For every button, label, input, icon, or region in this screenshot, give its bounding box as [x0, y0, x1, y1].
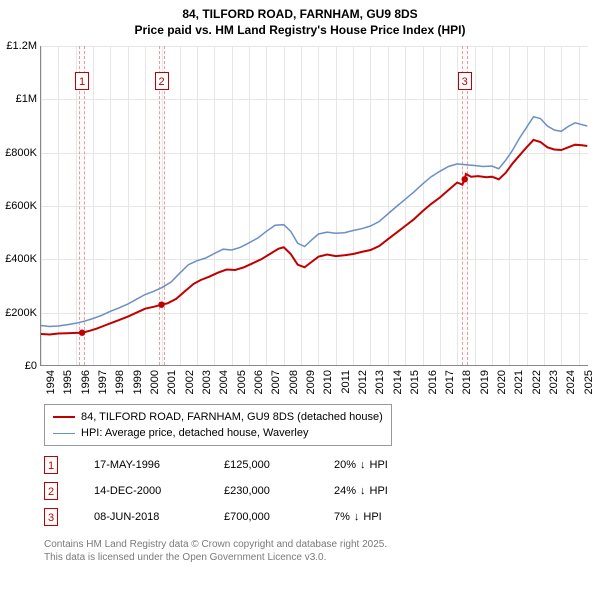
x-tick-label: 2019 [479, 370, 491, 394]
legend-swatch-property [53, 416, 75, 418]
event-delta: 20% ↓ HPI [334, 459, 388, 471]
plot-area: £0£200K£400K£600K£800K£1M£1.2M1994199519… [40, 46, 588, 366]
x-tick-label: 2003 [201, 370, 213, 394]
x-tick-label: 2013 [374, 370, 386, 394]
legend-swatch-hpi [53, 433, 75, 434]
event-marker-id: 3 [44, 508, 58, 526]
event-delta-pct: 24% [334, 485, 356, 497]
y-tick-label: £0 [1, 360, 37, 372]
arrow-down-icon: ↓ [360, 459, 366, 471]
title-line-2: Price paid vs. HM Land Registry's House … [0, 22, 600, 38]
x-tick-label: 1997 [97, 370, 109, 394]
event-date: 14-DEC-2000 [94, 485, 224, 497]
x-tick-label: 2009 [305, 370, 317, 394]
sale-point-marker [158, 302, 164, 308]
event-row: 3 08-JUN-2018£700,0007% ↓HPI [44, 504, 388, 530]
y-tick-label: £1M [1, 93, 37, 105]
legend-item-hpi: HPI: Average price, detached house, Wave… [53, 425, 383, 441]
event-delta-pct: 7% [334, 511, 350, 523]
x-tick-label: 1995 [62, 370, 74, 394]
footer-attribution: Contains HM Land Registry data © Crown c… [44, 538, 387, 564]
y-tick-label: £400K [1, 253, 37, 265]
event-delta-vs: HPI [363, 511, 381, 523]
x-tick-label: 2018 [461, 370, 473, 394]
event-date: 17-MAY-1996 [94, 459, 224, 471]
arrow-down-icon: ↓ [360, 485, 366, 497]
x-tick-label: 2004 [218, 370, 230, 394]
event-delta-pct: 20% [334, 459, 356, 471]
legend-label-property: 84, TILFORD ROAD, FARNHAM, GU9 8DS (deta… [81, 411, 383, 423]
x-tick-label: 2000 [149, 370, 161, 394]
x-tick-label: 2005 [236, 370, 248, 394]
event-table: 117-MAY-1996£125,00020%↓HPI214-DEC-2000£… [44, 452, 388, 530]
event-delta-vs: HPI [370, 459, 388, 471]
x-tick-label: 2022 [531, 370, 543, 394]
legend-item-property: 84, TILFORD ROAD, FARNHAM, GU9 8DS (deta… [53, 409, 383, 425]
legend: 84, TILFORD ROAD, FARNHAM, GU9 8DS (deta… [44, 404, 392, 446]
y-tick-label: £800K [1, 147, 37, 159]
event-marker-id: 2 [44, 482, 58, 500]
x-tick-label: 2017 [444, 370, 456, 394]
event-price: £125,000 [224, 459, 334, 471]
sale-point-marker [79, 330, 85, 336]
x-tick-label: 2023 [548, 370, 560, 394]
series-line-hpi [41, 117, 587, 327]
arrow-down-icon: ↓ [354, 511, 360, 523]
event-marker-id: 1 [44, 456, 58, 474]
x-tick-label: 2016 [427, 370, 439, 394]
x-tick-label: 2006 [253, 370, 265, 394]
x-tick-label: 2001 [166, 370, 178, 394]
x-tick-label: 2014 [392, 370, 404, 394]
x-tick-label: 2015 [409, 370, 421, 394]
x-tick-label: 2012 [357, 370, 369, 394]
x-tick-label: 2010 [322, 370, 334, 394]
event-delta: 7% ↓HPI [334, 511, 382, 523]
x-tick-label: 2025 [583, 370, 595, 394]
footer-line-2: This data is licensed under the Open Gov… [44, 551, 387, 564]
chart-container: 84, TILFORD ROAD, FARNHAM, GU9 8DS Price… [0, 0, 600, 590]
event-delta: 24% ↓ HPI [334, 485, 388, 497]
event-date: 08-JUN-2018 [94, 511, 224, 523]
y-tick-label: £600K [1, 200, 37, 212]
x-tick-label: 2024 [565, 370, 577, 394]
y-tick-label: £200K [1, 307, 37, 319]
x-tick-label: 2011 [340, 370, 352, 394]
x-tick-label: 2002 [184, 370, 196, 394]
event-price: £230,000 [224, 485, 334, 497]
x-tick-label: 2021 [513, 370, 525, 394]
event-row: 2 14-DEC-2000£230,00024% ↓ HPI [44, 478, 388, 504]
x-tick-label: 1994 [45, 370, 57, 394]
title-line-1: 84, TILFORD ROAD, FARNHAM, GU9 8DS [0, 6, 600, 22]
chart-title: 84, TILFORD ROAD, FARNHAM, GU9 8DS Price… [0, 0, 600, 38]
x-tick-label: 1998 [114, 370, 126, 394]
x-tick-label: 1996 [80, 370, 92, 394]
legend-label-hpi: HPI: Average price, detached house, Wave… [81, 427, 308, 439]
event-price: £700,000 [224, 511, 334, 523]
x-tick-label: 2020 [496, 370, 508, 394]
event-delta-vs: HPI [370, 485, 388, 497]
y-tick-label: £1.2M [1, 40, 37, 52]
chart-svg [41, 46, 589, 366]
x-tick-label: 2007 [270, 370, 282, 394]
sale-point-marker [462, 176, 468, 182]
x-tick-label: 2008 [288, 370, 300, 394]
x-tick-label: 1999 [132, 370, 144, 394]
footer-line-1: Contains HM Land Registry data © Crown c… [44, 538, 387, 551]
event-row: 1 17-MAY-1996£125,00020% ↓ HPI [44, 452, 388, 478]
